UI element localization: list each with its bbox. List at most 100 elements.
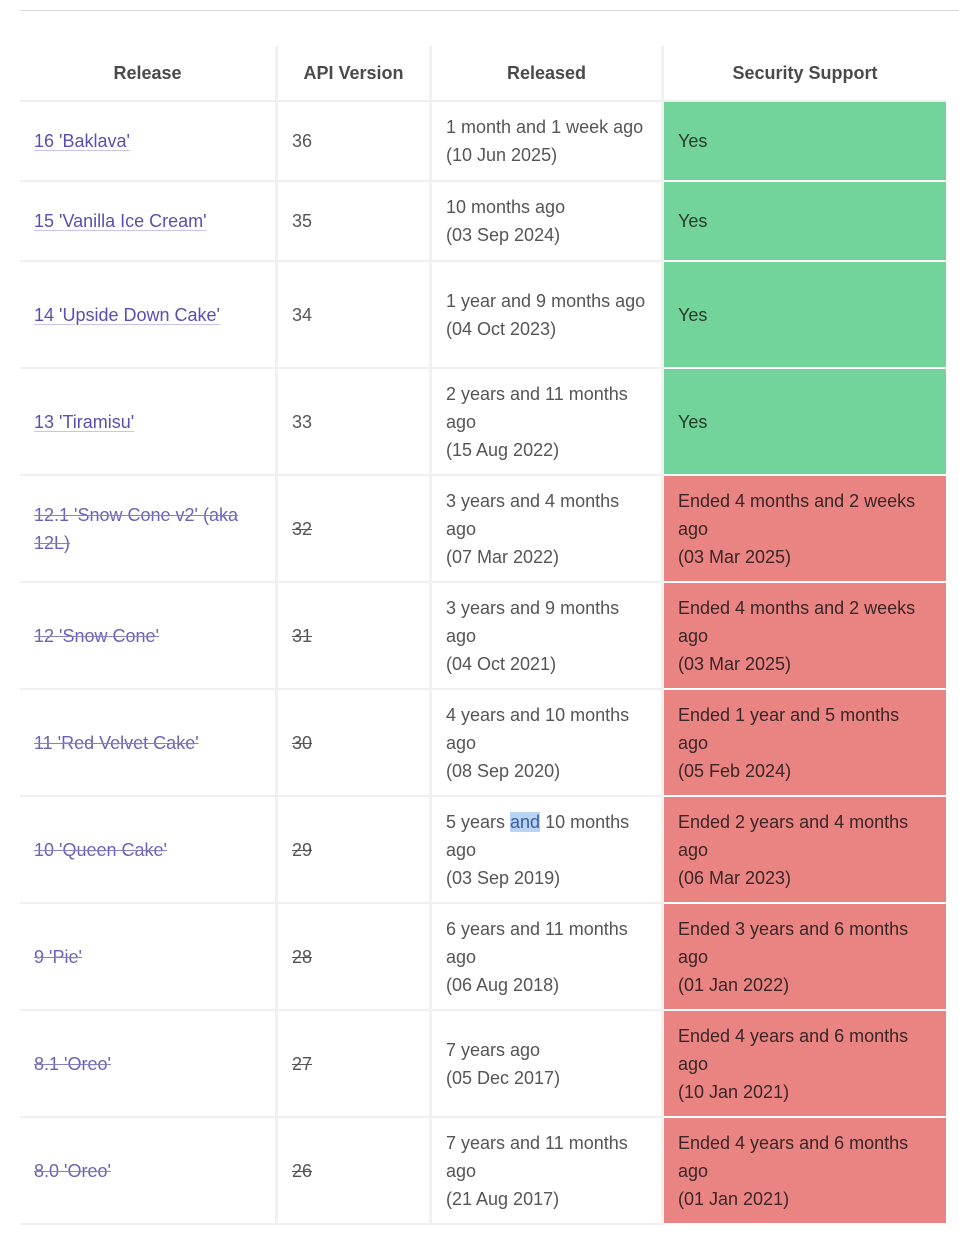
- released-cell: 10 months ago (03 Sep 2024): [432, 182, 664, 262]
- table-row: 8.0 'Oreo' 26 7 years and 11 months ago (21…: [20, 1118, 946, 1225]
- released-cell: 4 years and 10 months ago (08 Sep 2020): [432, 690, 664, 797]
- release-link[interactable]: 11 'Red Velvet Cake': [34, 732, 199, 753]
- release-link[interactable]: 14 'Upside Down Cake': [34, 304, 220, 325]
- security-support-line: ago: [678, 732, 709, 753]
- header-release[interactable]: Release: [20, 46, 278, 102]
- table-row: 15 'Vanilla Ice Cream' 35 10 months ago (03…: [20, 182, 946, 262]
- security-support-cell: Ended 4 years and 6 months ago (10 Jan 202…: [664, 1011, 946, 1118]
- security-support-cell: Ended 4 months and 2 weeks ago (03 Mar 202…: [664, 476, 946, 583]
- released-date: (04 Oct 2021): [446, 653, 557, 674]
- release-cell: 15 'Vanilla Ice Cream': [20, 182, 278, 262]
- released-cell: 3 years and 4 months ago (07 Mar 2022): [432, 476, 664, 583]
- release-link[interactable]: 15 'Vanilla Ice Cream': [34, 211, 207, 231]
- api-version-value: 31: [292, 625, 313, 646]
- release-link[interactable]: 12 'Snow Cone': [34, 625, 159, 646]
- release-link[interactable]: 12.1 'Snow Cone v2' (aka 12L): [34, 504, 238, 553]
- api-version-cell: 29: [278, 797, 432, 904]
- release-cell: 13 'Tiramisu': [20, 369, 278, 476]
- release-link[interactable]: 13 'Tiramisu': [34, 411, 135, 432]
- released-date: (15 Aug 2022): [446, 439, 560, 460]
- release-cell: 12.1 'Snow Cone v2' (aka 12L): [20, 476, 278, 583]
- released-cell: 3 years and 9 months ago (04 Oct 2021): [432, 583, 664, 690]
- security-support-line: ago: [678, 946, 709, 967]
- api-version-value: 33: [292, 411, 313, 432]
- top-divider: [20, 10, 959, 11]
- security-support-cell: Ended 2 years and 4 months ago (06 Mar 202…: [664, 797, 946, 904]
- released-relative: 5 years and 10 months ago: [446, 811, 630, 860]
- api-version-value: 27: [292, 1053, 313, 1074]
- security-support-cell: Ended 3 years and 6 months ago (01 Jan 202…: [664, 904, 946, 1011]
- security-support-line: (03 Mar 2025): [678, 653, 792, 674]
- security-support-cell: Ended 4 months and 2 weeks ago (03 Mar 202…: [664, 583, 946, 690]
- api-version-value: 34: [292, 304, 313, 325]
- released-cell: 5 years and 10 months ago (03 Sep 2019): [432, 797, 664, 904]
- release-cell: 8.1 'Oreo': [20, 1011, 278, 1118]
- security-support-line: Yes: [678, 304, 708, 325]
- security-support-line: Ended 2 years and 4 months: [678, 811, 909, 832]
- released-date: (08 Sep 2020): [446, 760, 561, 781]
- api-version-cell: 36: [278, 102, 432, 182]
- released-date: (04 Oct 2023): [446, 318, 557, 339]
- release-link[interactable]: 8.1 'Oreo': [34, 1053, 111, 1074]
- released-relative: 1 year and 9 months ago: [446, 290, 646, 311]
- table-header-row: Release API Version Released Security Su…: [20, 46, 946, 102]
- table-row: 9 'Pie' 28 6 years and 11 months ago (06 Au…: [20, 904, 946, 1011]
- release-link[interactable]: 10 'Queen Cake': [34, 839, 167, 860]
- security-support-cell: Yes: [664, 102, 946, 182]
- security-support-line: (05 Feb 2024): [678, 760, 792, 781]
- released-cell: 7 years ago (05 Dec 2017): [432, 1011, 664, 1118]
- header-api-version[interactable]: API Version: [278, 46, 432, 102]
- released-date: (03 Sep 2019): [446, 867, 561, 888]
- release-cell: 9 'Pie': [20, 904, 278, 1011]
- api-version-value: 26: [292, 1160, 313, 1181]
- released-relative: 3 years and 9 months ago: [446, 597, 620, 646]
- security-support-line: ago: [678, 625, 709, 646]
- api-version-cell: 33: [278, 369, 432, 476]
- table-row: 8.1 'Oreo' 27 7 years ago (05 Dec 2017) Ende…: [20, 1011, 946, 1118]
- release-cell: 12 'Snow Cone': [20, 583, 278, 690]
- released-relative: 6 years and 11 months ago: [446, 918, 628, 967]
- security-support-cell: Ended 4 years and 6 months ago (01 Jan 202…: [664, 1118, 946, 1225]
- selected-text: and: [510, 811, 541, 832]
- api-version-cell: 35: [278, 182, 432, 262]
- released-relative: 3 years and 4 months ago: [446, 490, 620, 539]
- released-date: (06 Aug 2018): [446, 974, 560, 995]
- table-row: 10 'Queen Cake' 29 5 years and 10 months a…: [20, 797, 946, 904]
- security-support-line: (10 Jan 2021): [678, 1081, 790, 1102]
- api-version-value: 29: [292, 839, 313, 860]
- table-row: 12.1 'Snow Cone v2' (aka 12L) 32 3 years a…: [20, 476, 946, 583]
- released-date: (03 Sep 2024): [446, 225, 561, 245]
- release-cell: 16 'Baklava': [20, 102, 278, 182]
- api-version-cell: 30: [278, 690, 432, 797]
- released-relative: 7 years and 11 months ago: [446, 1132, 628, 1181]
- api-version-value: 36: [292, 131, 313, 151]
- security-support-line: ago: [678, 1053, 709, 1074]
- released-date: (21 Aug 2017): [446, 1188, 560, 1209]
- release-link[interactable]: 9 'Pie': [34, 946, 82, 967]
- released-cell: 6 years and 11 months ago (06 Aug 2018): [432, 904, 664, 1011]
- security-support-line: Ended 4 months and 2 weeks: [678, 597, 916, 618]
- released-date: (10 Jun 2025): [446, 145, 558, 165]
- table-body: 16 'Baklava' 36 1 month and 1 week ago (10 …: [20, 102, 946, 1225]
- api-version-cell: 32: [278, 476, 432, 583]
- security-support-line: Ended 4 months and 2 weeks: [678, 490, 916, 511]
- security-support-cell: Yes: [664, 369, 946, 476]
- table-row: 12 'Snow Cone' 31 3 years and 9 months ago…: [20, 583, 946, 690]
- released-date: (05 Dec 2017): [446, 1067, 561, 1088]
- api-version-value: 28: [292, 946, 313, 967]
- security-support-cell: Yes: [664, 182, 946, 262]
- release-cell: 10 'Queen Cake': [20, 797, 278, 904]
- api-version-value: 30: [292, 732, 313, 753]
- table-row: 14 'Upside Down Cake' 34 1 year and 9 mont…: [20, 262, 946, 369]
- header-released[interactable]: Released: [432, 46, 664, 102]
- header-security-support[interactable]: Security Support: [664, 46, 946, 102]
- api-version-cell: 26: [278, 1118, 432, 1225]
- release-link[interactable]: 16 'Baklava': [34, 131, 130, 151]
- security-support-line: (06 Mar 2023): [678, 867, 792, 888]
- release-link[interactable]: 8.0 'Oreo': [34, 1160, 111, 1181]
- security-support-line: Ended 3 years and 6 months: [678, 918, 909, 939]
- security-support-line: Yes: [678, 131, 708, 151]
- security-support-line: (01 Jan 2021): [678, 1188, 790, 1209]
- released-relative: 1 month and 1 week ago: [446, 117, 644, 137]
- security-support-line: ago: [678, 518, 709, 539]
